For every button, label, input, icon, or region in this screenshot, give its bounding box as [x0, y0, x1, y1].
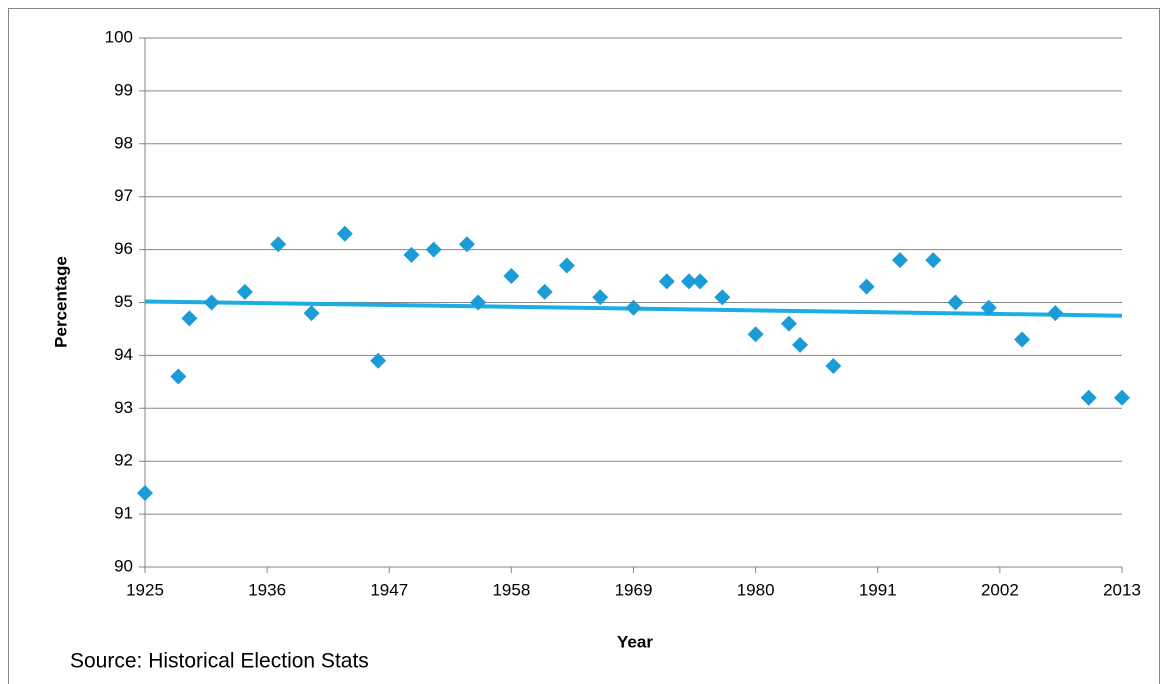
point: [625, 299, 642, 316]
point: [925, 252, 942, 269]
point: [681, 273, 698, 290]
y-tick-label: 92: [114, 451, 133, 470]
point: [1080, 389, 1097, 406]
point: [980, 299, 997, 316]
y-axis-title: Percentage: [51, 256, 70, 348]
point: [592, 289, 609, 306]
point: [336, 225, 353, 242]
point: [458, 236, 475, 253]
x-tick-label: 1991: [859, 580, 897, 599]
x-tick-label: 1958: [492, 580, 530, 599]
point: [536, 283, 553, 300]
point: [470, 294, 487, 311]
y-tick-label: 90: [114, 556, 133, 575]
point: [303, 305, 320, 322]
point: [403, 246, 420, 263]
chart-border: [8, 8, 1160, 684]
point: [503, 268, 520, 285]
x-tick-label: 2002: [981, 580, 1019, 599]
point: [714, 289, 731, 306]
x-tick-label: 1947: [370, 580, 408, 599]
point: [1014, 331, 1031, 348]
y-tick-label: 97: [114, 186, 133, 205]
x-tick-label: 1936: [248, 580, 286, 599]
point: [747, 326, 764, 343]
x-axis-title: Year: [617, 632, 653, 651]
point: [425, 241, 442, 258]
point: [780, 315, 797, 332]
point: [1114, 389, 1130, 406]
y-tick-label: 99: [114, 80, 133, 99]
y-tick-label: 98: [114, 133, 133, 152]
point: [947, 294, 964, 311]
point: [692, 273, 709, 290]
point: [137, 484, 153, 501]
point: [825, 357, 842, 374]
point: [858, 278, 875, 295]
point: [270, 236, 287, 253]
point: [170, 368, 187, 385]
y-tick-label: 91: [114, 504, 133, 523]
point: [203, 294, 220, 311]
x-tick-label: 2013: [1103, 580, 1141, 599]
point: [792, 336, 809, 353]
x-tick-label: 1980: [737, 580, 775, 599]
point: [558, 257, 575, 274]
point: [370, 352, 387, 369]
y-tick-label: 95: [114, 292, 133, 311]
source-note: Source: Historical Election Stats: [70, 650, 369, 673]
x-tick-label: 1969: [615, 580, 653, 599]
y-tick-label: 93: [114, 398, 133, 417]
point: [236, 283, 253, 300]
point: [1047, 305, 1064, 322]
y-tick-label: 96: [114, 239, 133, 258]
point: [658, 273, 675, 290]
x-tick-label: 1925: [126, 580, 164, 599]
point: [181, 310, 198, 327]
y-tick-label: 94: [114, 345, 133, 364]
y-tick-label: 100: [105, 27, 133, 46]
point: [891, 252, 908, 269]
